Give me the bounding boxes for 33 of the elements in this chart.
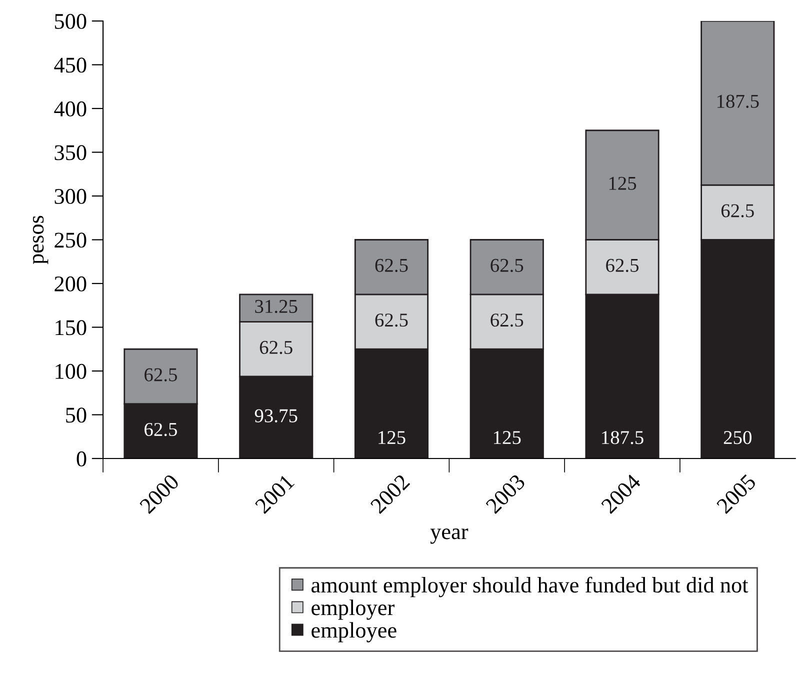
data-label: 125 — [378, 431, 406, 444]
y-tick-label: 250 — [54, 232, 86, 248]
data-label: 187.5 — [602, 430, 644, 444]
data-label: 62.5 — [606, 258, 639, 272]
data-label: 250 — [724, 430, 752, 444]
x-axis-title: year — [430, 528, 468, 544]
data-label: 125 — [494, 431, 521, 444]
data-label: 31.25 — [255, 300, 298, 314]
y-tick-label: 350 — [54, 145, 86, 160]
y-tick-label: 500 — [55, 14, 86, 29]
y-axis-title: pesos — [32, 216, 48, 264]
data-label: 62.5 — [490, 258, 524, 272]
data-label: 62.5 — [490, 314, 524, 327]
legend-label: employer — [312, 600, 394, 620]
y-tick-label: 400 — [54, 101, 86, 116]
data-label: 125 — [609, 176, 636, 190]
data-label: 62.5 — [721, 204, 754, 218]
y-tick-label: 200 — [54, 276, 86, 292]
data-label: 62.5 — [260, 340, 292, 354]
y-tick-label: 0 — [76, 451, 86, 466]
legend-label: employee — [312, 622, 396, 642]
data-label: 62.5 — [144, 368, 177, 382]
legend-label: amount employer should have funded but did not — [312, 576, 748, 598]
data-label: 62.5 — [144, 422, 177, 436]
y-tick-label: 450 — [54, 58, 86, 73]
y-tick-label: 150 — [56, 320, 86, 336]
y-tick-label: 50 — [66, 408, 86, 423]
data-label: 93.75 — [254, 409, 298, 422]
y-tick-label: 300 — [54, 188, 86, 204]
data-label: 187.5 — [717, 94, 759, 108]
y-tick-label: 100 — [56, 364, 86, 379]
data-label: 62.5 — [375, 314, 408, 327]
data-label: 62.5 — [375, 258, 408, 272]
